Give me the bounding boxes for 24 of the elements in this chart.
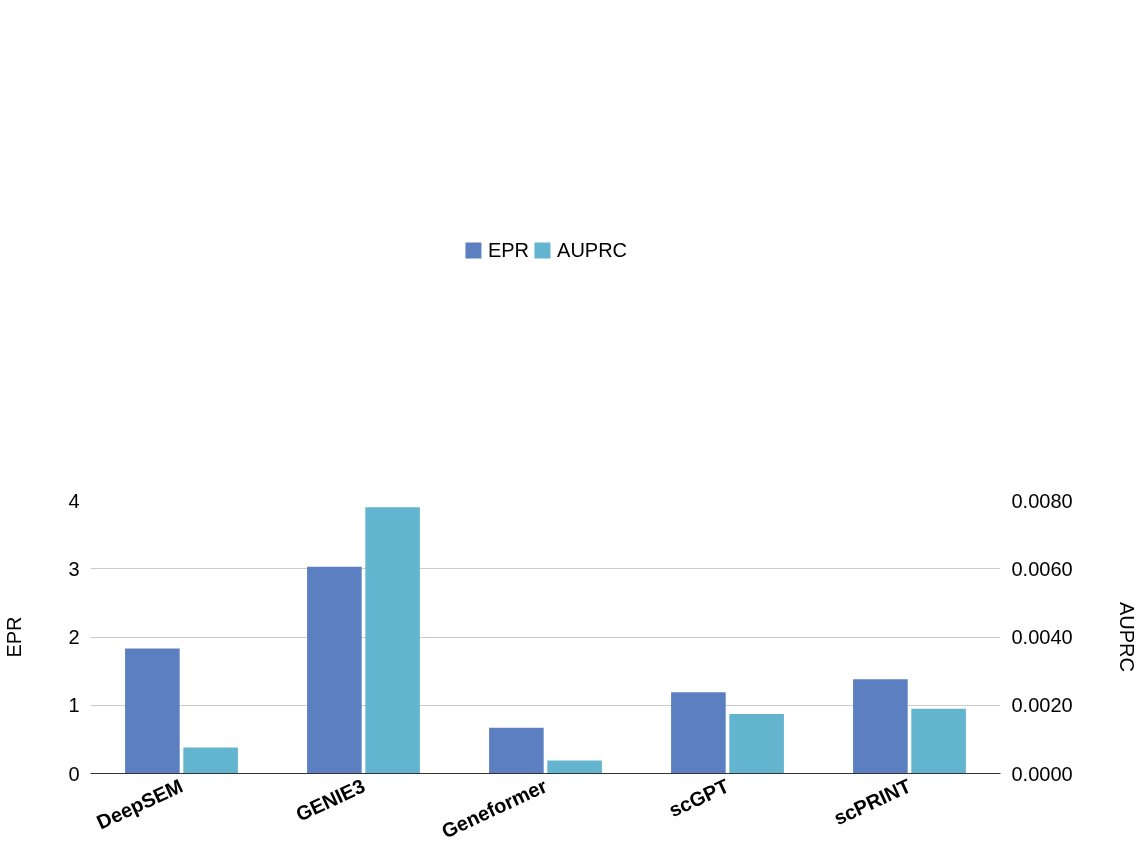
y2-tick-label: 0.0040 [1011,626,1073,648]
y-tick-label: 1 [68,694,80,717]
bar [489,727,544,774]
y-axis-title: EPR [3,616,26,658]
y2-tick-label: 0.0060 [1011,557,1073,580]
bar [365,507,420,774]
legend-label: EPR [487,238,530,262]
bar [547,760,602,774]
y-tick-label: 3 [68,557,80,580]
bar [671,692,726,774]
y2-tick-label: 0.0080 [1011,489,1073,512]
y2-tick-label: 0.0020 [1011,694,1073,717]
y2-axis-title: AUPRC [1115,602,1138,673]
bar [729,714,784,774]
bar [911,708,966,774]
y2-tick-label: 0.0000 [1011,762,1073,785]
bar [183,747,238,774]
bar [853,679,908,774]
y-tick-label: 2 [68,626,80,648]
y-tick-label: 0 [68,762,80,785]
bar [307,566,362,774]
legend-label: AUPRC [557,238,628,262]
bar [125,648,180,774]
y-tick-label: 4 [68,489,80,512]
